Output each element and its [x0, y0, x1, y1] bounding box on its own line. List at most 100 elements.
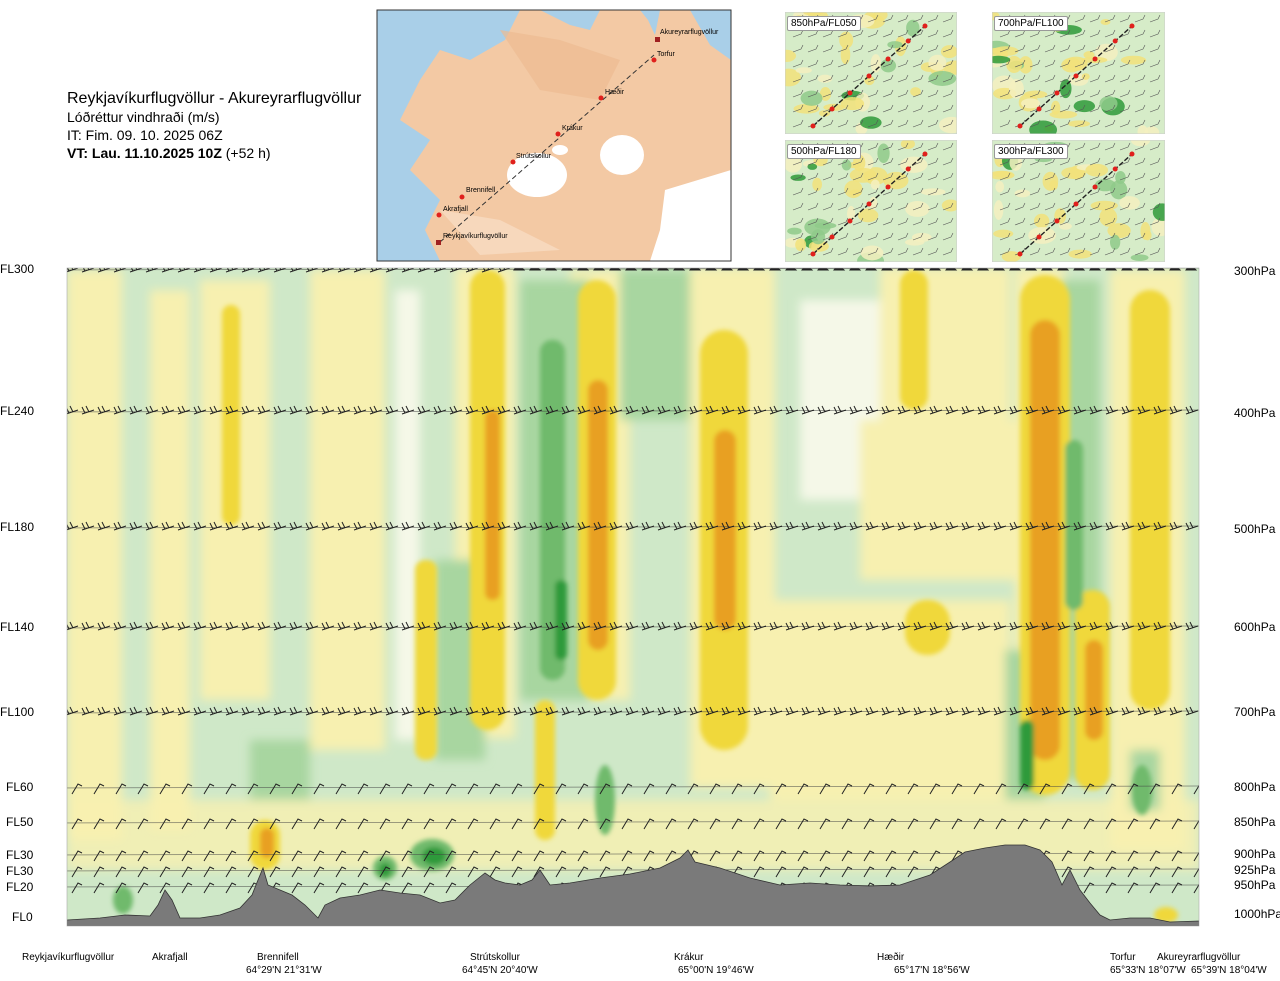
wind-barb [313, 850, 325, 862]
wind-barb [257, 521, 271, 531]
wind-barb [817, 621, 831, 631]
wind-barb [225, 521, 239, 531]
wind-barb [665, 850, 677, 862]
wind-barb [159, 850, 171, 862]
wind-barb [599, 850, 611, 862]
wind-barb [593, 621, 607, 631]
fl-label: FL180 [0, 520, 34, 534]
wind-barb [115, 882, 127, 894]
wind-barb [1169, 706, 1183, 716]
wind-barb [673, 268, 686, 271]
inset-map [785, 12, 957, 134]
wind-barb [993, 268, 1006, 271]
wind-barb [643, 818, 655, 830]
wind-barb [951, 818, 963, 830]
wind-barb [321, 621, 335, 631]
wind-barb [721, 621, 735, 631]
wind-barb [849, 621, 863, 631]
wind-barb [545, 268, 558, 271]
wind-barb [1083, 783, 1095, 795]
wind-barb [177, 706, 191, 716]
pressure-label: 400hPa [1234, 406, 1276, 420]
wind-barb [449, 521, 463, 531]
wind-barb [71, 882, 83, 894]
wind-barb [731, 850, 743, 862]
wind-barb [561, 268, 574, 271]
wind-barb [50, 883, 60, 893]
chart-subtitle: Lóðréttur vindhraði (m/s) [67, 109, 220, 125]
wind-barb [657, 621, 671, 631]
wind-barb [1137, 268, 1150, 271]
wind-barb [513, 268, 526, 271]
wind-barb [511, 783, 523, 795]
wind-barb [181, 818, 193, 830]
wind-barb [445, 882, 457, 894]
wind-barb [641, 621, 655, 631]
wind-barb [833, 268, 846, 271]
wind-barb [753, 866, 765, 878]
inset-map [785, 140, 957, 262]
wind-barb [113, 521, 127, 531]
wind-barb [1127, 850, 1139, 862]
wind-barb [1057, 405, 1071, 415]
wind-barb [577, 621, 591, 631]
wind-barb [129, 706, 143, 716]
wind-barb [145, 405, 159, 415]
wind-barb [577, 521, 591, 531]
wind-barb [1169, 268, 1182, 271]
fl-label: FL20 [6, 880, 34, 894]
wind-barb [97, 521, 111, 531]
wind-barb [907, 818, 919, 830]
wind-barb [913, 706, 927, 716]
wind-barb [1105, 706, 1119, 716]
wind-barb [449, 706, 463, 716]
wind-barb [545, 521, 559, 531]
wind-barb [1039, 783, 1051, 795]
wind-barb [1009, 268, 1022, 271]
wind-barb [203, 882, 215, 894]
wind-barb [129, 405, 143, 415]
wind-barb [137, 882, 149, 894]
wind-barb [577, 850, 589, 862]
wind-barb [709, 783, 721, 795]
wind-barb [1171, 882, 1183, 894]
wind-barb [621, 818, 633, 830]
wind-barb [1083, 882, 1095, 894]
wind-barb [721, 521, 735, 531]
wind-barb [335, 783, 347, 795]
wind-barb [951, 850, 963, 862]
location-name: Akrafjall [152, 952, 188, 963]
wind-barb [50, 784, 60, 794]
wind-barb [769, 268, 782, 271]
wind-barb [67, 268, 79, 273]
wind-barb [977, 405, 991, 415]
wind-barb [775, 818, 787, 830]
wind-barb [731, 783, 743, 795]
wind-barb [1083, 818, 1095, 830]
wind-barb [529, 405, 543, 415]
wind-barb [731, 818, 743, 830]
wind-barb [465, 521, 479, 531]
wind-barb [599, 783, 611, 795]
wind-barb [423, 818, 435, 830]
wind-barb [1137, 621, 1151, 631]
wind-barb [897, 521, 911, 531]
wind-barb [797, 850, 809, 862]
wind-barb [225, 882, 237, 894]
wind-barb [269, 818, 281, 830]
wind-barb [593, 706, 607, 716]
wind-barb [785, 706, 799, 716]
wind-barb [1137, 405, 1151, 415]
wind-barb [513, 521, 527, 531]
wind-barb [993, 521, 1007, 531]
wind-barb [467, 818, 479, 830]
wind-barb [849, 521, 863, 531]
wind-barb [203, 850, 215, 862]
wind-barb [511, 850, 523, 862]
plot-frame [66, 267, 1200, 927]
wind-barb [291, 882, 303, 894]
wind-barb [273, 268, 287, 273]
wind-barb [1185, 706, 1199, 716]
wind-barb [225, 866, 237, 878]
wind-barb [269, 850, 281, 862]
